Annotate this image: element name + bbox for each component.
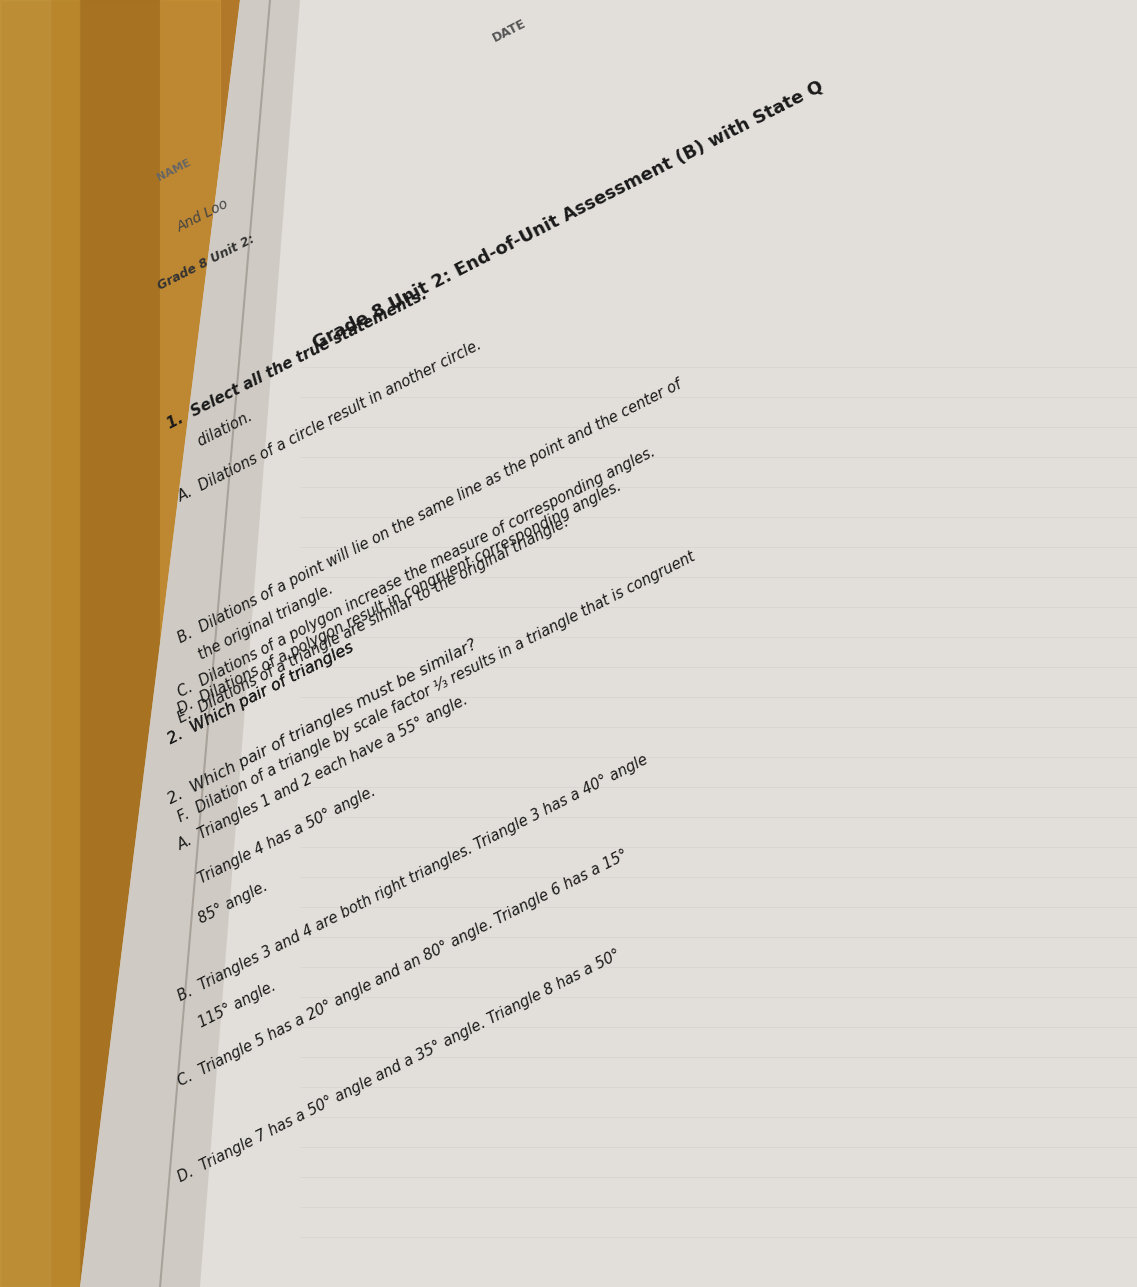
Text: DATE: DATE — [490, 17, 528, 45]
Text: the original triangle.: the original triangle. — [175, 580, 335, 673]
Text: 2.  Which pair of triangles: 2. Which pair of triangles — [165, 637, 360, 746]
Text: 85° angle.: 85° angle. — [175, 879, 269, 937]
Text: 2.  Which pair of triangles: 2. Which pair of triangles — [165, 637, 360, 746]
Text: 115° angle.: 115° angle. — [175, 979, 279, 1041]
Text: NAME: NAME — [155, 157, 192, 183]
Text: A.  Triangles 1 and 2 each have a 55° angle.: A. Triangles 1 and 2 each have a 55° ang… — [175, 692, 471, 853]
Text: And Loo: And Loo — [175, 197, 231, 236]
Text: 2.  Which pair of triangles must be similar?: 2. Which pair of triangles must be simil… — [165, 637, 479, 807]
Text: A.  Dilations of a circle result in another circle.: A. Dilations of a circle result in anoth… — [175, 337, 484, 505]
Bar — [160, 0, 219, 1287]
Text: Grade 8 Unit 2: End-of-Unit Assessment (B) with State Q: Grade 8 Unit 2: End-of-Unit Assessment (… — [310, 77, 827, 353]
Bar — [0, 0, 50, 1287]
Polygon shape — [80, 0, 300, 1287]
Text: Grade 8 Unit 2:: Grade 8 Unit 2: — [155, 232, 256, 292]
Bar — [0, 0, 80, 1287]
Text: B.  Triangles 3 and 4 are both right triangles. Triangle 3 has a 40° angle: B. Triangles 3 and 4 are both right tria… — [175, 752, 650, 1004]
Text: E.  Dilations of a triangle are similar to the original triangle.: E. Dilations of a triangle are similar t… — [175, 514, 571, 726]
Text: C.  Dilations of a polygon increase the measure of corresponding angles.: C. Dilations of a polygon increase the m… — [175, 444, 657, 700]
Text: D.  Triangle 7 has a 50° angle and a 35° angle. Triangle 8 has a 50°: D. Triangle 7 has a 50° angle and a 35° … — [175, 947, 623, 1185]
Text: Triangle 4 has a 50° angle.: Triangle 4 has a 50° angle. — [175, 784, 377, 897]
Text: C.  Triangle 5 has a 20° angle and an 80° angle. Triangle 6 has a 15°: C. Triangle 5 has a 20° angle and an 80°… — [175, 847, 630, 1089]
Text: D.  Dilations of a polygon result in congruent corresponding angles.: D. Dilations of a polygon result in cong… — [175, 479, 623, 717]
Text: F.  Dilation of a triangle by scale factor ¹⁄₃ results in a triangle that is con: F. Dilation of a triangle by scale facto… — [175, 550, 697, 825]
Bar — [80, 0, 160, 1287]
Polygon shape — [80, 0, 1137, 1287]
Text: 1.  Select all the true statements.: 1. Select all the true statements. — [165, 287, 430, 432]
Text: dilation.: dilation. — [175, 409, 255, 459]
Text: B.  Dilations of a point will lie on the same line as the point and the center o: B. Dilations of a point will lie on the … — [175, 377, 683, 646]
